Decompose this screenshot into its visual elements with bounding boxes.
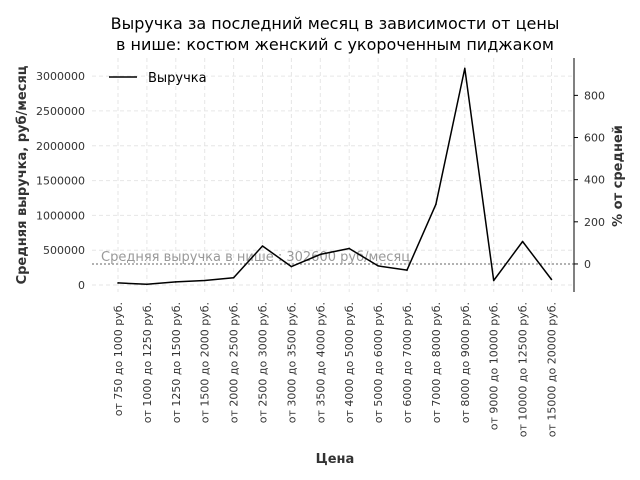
data-point xyxy=(261,245,264,247)
y-right-tick-label: 200 xyxy=(584,216,605,229)
data-point xyxy=(232,276,235,279)
reference-line-group: Средняя выручка в нише : 302600 руб/меся… xyxy=(92,250,574,265)
y-right-tick-label: 600 xyxy=(584,132,605,145)
y-tick-label: 2000000 xyxy=(36,140,85,153)
y-right-axis-label: % от средней xyxy=(611,125,626,227)
x-tick-label: от 1250 до 1500 руб. xyxy=(170,302,183,423)
chart-title: Выручка за последний месяц в зависимости… xyxy=(111,14,560,54)
y-right-tick-labels: 0 200 400 600 800 xyxy=(574,89,605,271)
data-point xyxy=(377,265,379,267)
x-tick-label: от 8000 до 9000 руб. xyxy=(459,302,472,423)
data-point xyxy=(290,265,293,268)
y-tick-label: 0 xyxy=(78,279,85,292)
grid xyxy=(92,58,574,292)
average-reference-label: Средняя выручка в нише : 302600 руб/меся… xyxy=(101,250,410,265)
x-tick-label: от 15000 до 20000 руб. xyxy=(546,302,559,437)
x-tick-label: от 7000 до 8000 руб. xyxy=(430,302,443,423)
y-tick-labels: 0 500000 1000000 1500000 2000000 2500000 30000… xyxy=(36,70,85,292)
x-tick-label: от 3000 до 3500 руб. xyxy=(285,302,298,423)
data-point xyxy=(319,253,322,256)
series-group xyxy=(117,67,553,286)
x-tick-label: от 6000 до 7000 руб. xyxy=(401,302,414,423)
chart-title-line: Выручка за последний месяц в зависимости… xyxy=(111,14,560,33)
data-point xyxy=(406,269,408,271)
x-tick-label: от 3500 до 4000 руб. xyxy=(314,302,327,423)
x-tick-labels: от 750 до 1000 руб. от 1000 до 1250 руб. о… xyxy=(112,302,559,437)
y-tick-label: 1000000 xyxy=(36,209,85,222)
x-tick-label: от 4000 до 5000 руб. xyxy=(343,302,356,423)
x-tick-label: от 750 до 1000 руб. xyxy=(112,302,125,416)
x-tick-label: от 2500 до 3000 руб. xyxy=(257,302,270,423)
y-right-tick-label: 400 xyxy=(584,174,605,187)
data-point xyxy=(464,67,466,70)
y-right-tick-label: 800 xyxy=(584,89,605,102)
legend-label: Выручка xyxy=(148,71,207,86)
y-tick-label: 500000 xyxy=(43,244,85,257)
y-right-tick-label: 0 xyxy=(584,258,591,271)
data-point xyxy=(550,278,553,281)
x-tick-label: от 1500 до 2000 руб. xyxy=(199,302,212,423)
x-tick-label: от 1000 до 1250 руб. xyxy=(141,302,154,423)
legend: Выручка xyxy=(109,71,207,86)
x-tick-label: от 2000 до 2500 руб. xyxy=(228,302,241,423)
data-point xyxy=(435,203,437,206)
data-point xyxy=(203,279,206,282)
y-tick-label: 2500000 xyxy=(36,105,85,118)
x-tick-label: от 5000 до 6000 руб. xyxy=(372,302,385,423)
x-tick-label: от 9000 до 10000 руб. xyxy=(488,302,501,430)
y-tick-label: 3000000 xyxy=(36,70,85,83)
y-axis-label: Средняя выручка, руб/месяц xyxy=(15,65,30,284)
series-line xyxy=(117,67,553,286)
data-point xyxy=(521,240,524,243)
data-point xyxy=(348,247,351,250)
x-tick-label: от 10000 до 12500 руб. xyxy=(517,302,530,437)
data-point xyxy=(146,283,148,286)
x-axis-label: Цена xyxy=(316,452,355,467)
data-point xyxy=(492,279,495,282)
data-point xyxy=(117,282,119,284)
chart-title-line: в нише: костюм женский с укороченным пид… xyxy=(116,35,554,54)
y-tick-label: 1500000 xyxy=(36,175,85,188)
data-point xyxy=(175,281,177,283)
